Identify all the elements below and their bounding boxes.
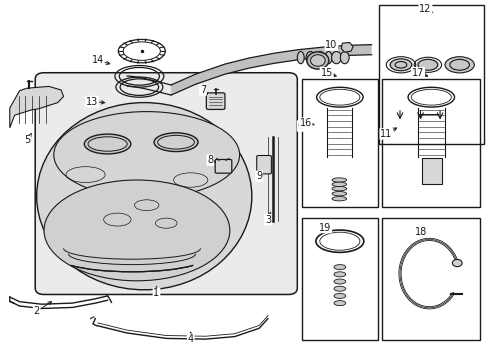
Polygon shape bbox=[341, 42, 352, 52]
Ellipse shape bbox=[331, 186, 346, 191]
Ellipse shape bbox=[340, 51, 348, 64]
Text: 6: 6 bbox=[297, 121, 303, 131]
Ellipse shape bbox=[333, 279, 345, 284]
Ellipse shape bbox=[388, 58, 412, 72]
Text: 15: 15 bbox=[320, 68, 332, 78]
Text: 16: 16 bbox=[299, 118, 311, 128]
FancyBboxPatch shape bbox=[35, 73, 297, 294]
Ellipse shape bbox=[415, 58, 439, 71]
Text: 4: 4 bbox=[187, 334, 193, 344]
Ellipse shape bbox=[444, 57, 473, 73]
Ellipse shape bbox=[297, 51, 304, 64]
Text: 7: 7 bbox=[200, 85, 205, 95]
Text: 10: 10 bbox=[325, 40, 337, 50]
Text: 13: 13 bbox=[85, 96, 98, 107]
Bar bbox=[382, 218, 479, 340]
Text: 1: 1 bbox=[153, 288, 159, 298]
Bar bbox=[382, 79, 479, 207]
Text: 2: 2 bbox=[34, 306, 40, 316]
FancyBboxPatch shape bbox=[206, 93, 224, 109]
Text: 8: 8 bbox=[207, 155, 213, 165]
Ellipse shape bbox=[451, 260, 461, 267]
Ellipse shape bbox=[84, 134, 131, 154]
FancyBboxPatch shape bbox=[215, 159, 231, 173]
Ellipse shape bbox=[333, 272, 345, 277]
Text: 11: 11 bbox=[379, 129, 392, 139]
Bar bbox=[302, 218, 377, 340]
FancyBboxPatch shape bbox=[256, 156, 271, 174]
Text: 18: 18 bbox=[414, 227, 427, 237]
Ellipse shape bbox=[54, 112, 239, 198]
Ellipse shape bbox=[154, 133, 198, 152]
Ellipse shape bbox=[333, 265, 345, 270]
Bar bbox=[302, 79, 377, 207]
Text: 3: 3 bbox=[264, 215, 270, 225]
Ellipse shape bbox=[88, 137, 127, 151]
Ellipse shape bbox=[157, 135, 194, 149]
Polygon shape bbox=[171, 45, 371, 95]
Ellipse shape bbox=[333, 286, 345, 291]
Ellipse shape bbox=[331, 178, 346, 182]
Ellipse shape bbox=[305, 51, 314, 64]
Text: 17: 17 bbox=[411, 68, 424, 78]
Text: 14: 14 bbox=[91, 55, 104, 66]
Ellipse shape bbox=[331, 192, 346, 196]
Ellipse shape bbox=[316, 51, 324, 64]
Ellipse shape bbox=[310, 55, 325, 66]
Ellipse shape bbox=[333, 301, 345, 306]
Bar bbox=[421, 158, 441, 184]
Ellipse shape bbox=[331, 51, 341, 64]
Text: 5: 5 bbox=[24, 135, 30, 145]
Ellipse shape bbox=[306, 52, 328, 69]
Ellipse shape bbox=[331, 197, 346, 201]
Text: 19: 19 bbox=[318, 222, 331, 233]
Text: 12: 12 bbox=[418, 4, 431, 14]
Polygon shape bbox=[10, 86, 63, 128]
Bar bbox=[378, 5, 483, 144]
Ellipse shape bbox=[331, 182, 346, 186]
Ellipse shape bbox=[333, 293, 345, 298]
Ellipse shape bbox=[44, 180, 229, 281]
Text: 9: 9 bbox=[256, 171, 262, 181]
Ellipse shape bbox=[37, 103, 251, 290]
Ellipse shape bbox=[325, 51, 331, 64]
